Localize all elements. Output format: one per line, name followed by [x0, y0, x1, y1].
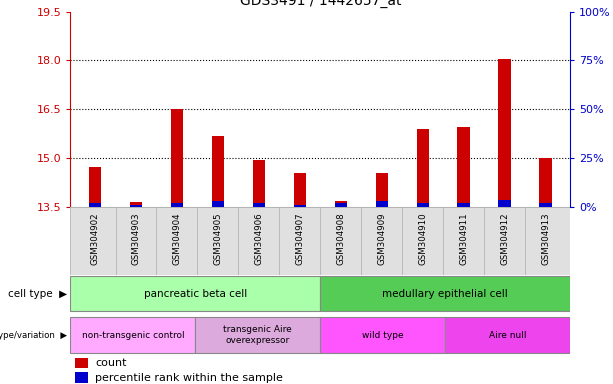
Bar — [70, 276, 320, 311]
Text: GSM304911: GSM304911 — [459, 213, 468, 265]
Bar — [171, 109, 183, 207]
Bar — [130, 205, 142, 207]
Bar — [416, 129, 429, 207]
Bar — [416, 204, 429, 207]
Bar — [457, 204, 470, 207]
Text: GSM304907: GSM304907 — [295, 213, 304, 265]
Text: cell type  ▶: cell type ▶ — [9, 289, 67, 299]
Bar — [498, 200, 511, 207]
Bar — [253, 160, 265, 207]
Bar — [75, 372, 88, 382]
Text: transgenic Aire
overexpressor: transgenic Aire overexpressor — [224, 325, 292, 345]
Bar — [376, 173, 388, 207]
Bar — [196, 317, 320, 353]
Bar — [89, 167, 101, 207]
Text: GSM304912: GSM304912 — [500, 213, 509, 265]
Text: GSM304910: GSM304910 — [418, 213, 427, 265]
Bar — [294, 205, 306, 207]
Text: medullary epithelial cell: medullary epithelial cell — [383, 289, 508, 299]
Bar — [320, 276, 570, 311]
Text: GSM304905: GSM304905 — [213, 213, 223, 265]
Bar — [253, 204, 265, 207]
Bar — [294, 173, 306, 207]
Bar — [539, 159, 552, 207]
Text: GSM304903: GSM304903 — [132, 213, 140, 265]
Bar — [130, 202, 142, 207]
Text: pancreatic beta cell: pancreatic beta cell — [144, 289, 247, 299]
Title: GDS3491 / 1442657_at: GDS3491 / 1442657_at — [240, 0, 401, 8]
Bar — [211, 202, 224, 207]
Text: genotype/variation  ▶: genotype/variation ▶ — [0, 331, 67, 339]
Bar — [211, 136, 224, 207]
Bar — [89, 204, 101, 207]
Bar — [445, 317, 570, 353]
Text: wild type: wild type — [362, 331, 403, 339]
Bar — [171, 204, 183, 207]
Bar — [320, 317, 445, 353]
Text: percentile rank within the sample: percentile rank within the sample — [96, 372, 283, 383]
Text: GSM304904: GSM304904 — [172, 213, 181, 265]
Text: GSM304902: GSM304902 — [91, 213, 99, 265]
Bar — [498, 59, 511, 207]
Text: count: count — [96, 358, 127, 368]
Bar — [376, 202, 388, 207]
Text: GSM304906: GSM304906 — [254, 213, 264, 265]
Bar — [70, 207, 570, 275]
Text: GSM304909: GSM304909 — [377, 213, 386, 265]
Bar — [457, 127, 470, 207]
Text: GSM304908: GSM304908 — [337, 213, 345, 265]
Text: GSM304913: GSM304913 — [541, 213, 550, 265]
Bar — [539, 204, 552, 207]
Text: Aire null: Aire null — [489, 331, 527, 339]
Bar — [75, 358, 88, 368]
Bar — [70, 317, 196, 353]
Text: non-transgenic control: non-transgenic control — [82, 331, 185, 339]
Bar — [335, 202, 347, 207]
Bar — [335, 204, 347, 207]
